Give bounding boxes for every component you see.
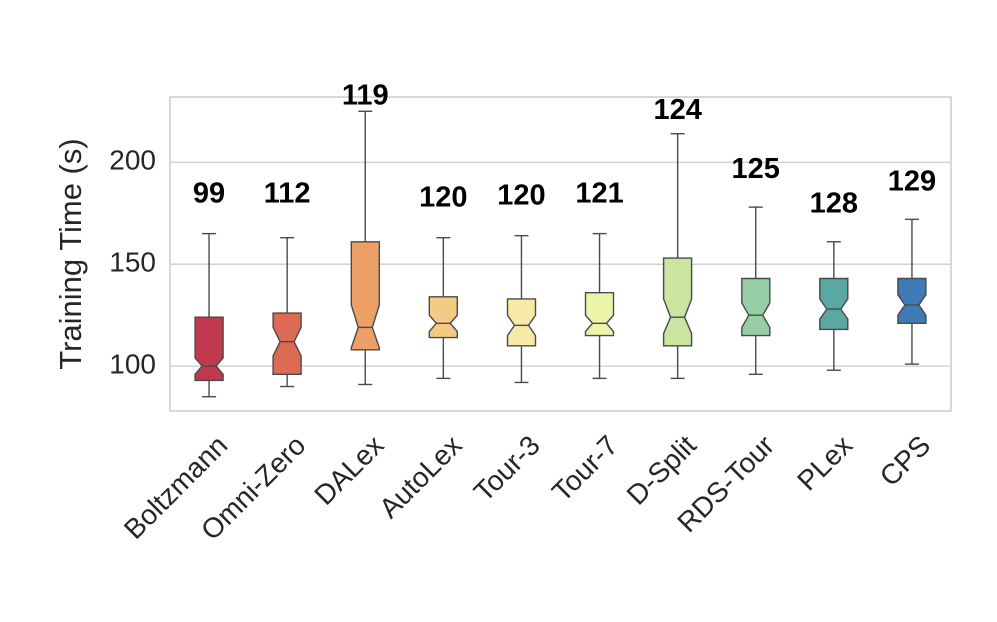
x-tick-label: Tour-3 [468, 429, 546, 507]
box-body [272, 312, 302, 375]
box-dalex [350, 110, 380, 386]
x-tick-label: PLex [791, 429, 858, 496]
median-value-label: 99 [193, 178, 225, 210]
median-value-label: 119 [342, 80, 389, 112]
box-body [662, 257, 693, 347]
box-tour-3 [506, 234, 537, 384]
y-tick-label: 150 [109, 247, 156, 278]
median-value-label: 120 [419, 182, 467, 214]
box-body [428, 296, 458, 339]
box-body [350, 241, 380, 351]
median-labels: 99 112 119 120 120 121 124 125 128 129 [193, 80, 936, 220]
x-tick-label: CPS [874, 429, 937, 492]
box-body [584, 292, 615, 337]
box-boltzmann [194, 232, 224, 398]
y-tick-label: 200 [109, 145, 156, 176]
box-body [897, 277, 927, 324]
y-tick-labels: 100 150 200 [109, 145, 156, 380]
median-value-label: 125 [732, 153, 780, 185]
box-autolex [428, 236, 458, 380]
median-value-label: 129 [888, 165, 936, 197]
x-tick-label: AutoLex [373, 429, 468, 524]
box-d-split [662, 133, 693, 380]
y-axis-title: Training Time (s) [53, 138, 88, 369]
box-rds-tour [741, 206, 771, 375]
box-plex [819, 241, 849, 371]
box-body [741, 277, 771, 337]
plot-frame [169, 96, 952, 412]
median-value-label: 120 [497, 180, 545, 212]
box-cps [897, 218, 927, 365]
box-body [819, 277, 849, 331]
box-omni-zero [272, 236, 302, 388]
box-layer [194, 110, 927, 398]
y-tick-label: 100 [109, 349, 156, 380]
median-value-label: 128 [810, 188, 858, 220]
x-tick-label: Tour-7 [546, 429, 624, 507]
median-value-label: 112 [264, 178, 311, 210]
box-body [506, 298, 537, 347]
median-value-label: 121 [575, 178, 623, 210]
box-tour-7 [584, 232, 615, 380]
median-value-label: 124 [653, 94, 701, 126]
box-body [194, 316, 224, 382]
